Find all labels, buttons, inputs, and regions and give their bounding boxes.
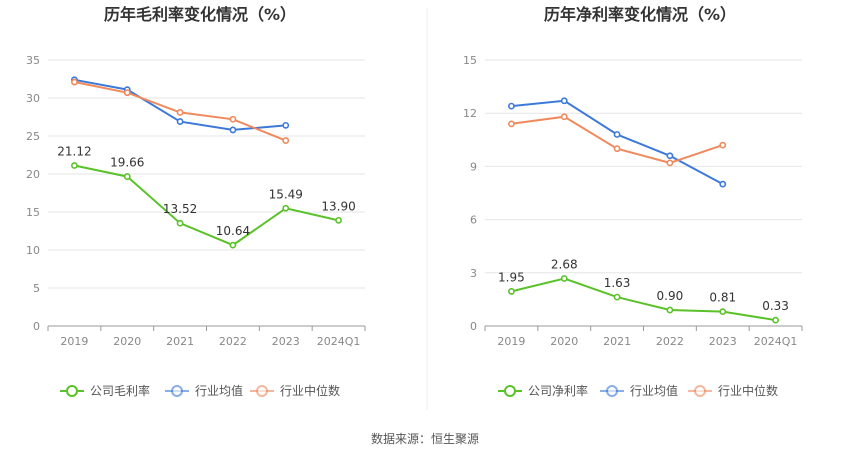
x-tick-label: 2019 [497, 335, 525, 348]
data-point [719, 180, 727, 188]
legend-label: 行业中位数 [718, 383, 778, 398]
x-tick-label: 2019 [60, 335, 88, 348]
data-point [229, 241, 237, 249]
legend-marker [171, 385, 183, 397]
data-point [666, 306, 674, 314]
data-point [176, 118, 184, 125]
data-label: 15.49 [269, 187, 303, 201]
data-label: 19.66 [110, 156, 144, 170]
y-tick-label: 20 [26, 168, 40, 181]
series-line-1 [74, 164, 339, 247]
data-point [560, 275, 568, 282]
y-tick-label: 35 [26, 54, 40, 67]
data-label: 0.90 [657, 289, 684, 303]
y-tick-label: 30 [26, 92, 40, 105]
legend-label: 行业均值 [195, 383, 243, 398]
legend-label: 公司净利率 [528, 383, 588, 398]
legend-item: 公司毛利率 [60, 383, 150, 398]
data-point [282, 121, 290, 129]
data-point [613, 293, 621, 301]
x-tick-label: 2024Q1 [754, 335, 798, 348]
legend-label: 公司毛利率 [90, 383, 150, 398]
y-tick-label: 0 [470, 320, 477, 333]
legend-item: 行业中位数 [688, 383, 778, 398]
x-tick-label: 2021 [603, 335, 631, 348]
chart-title: 历年毛利率变化情况（%） [104, 5, 296, 24]
legend-marker [256, 385, 268, 397]
series-line-3 [511, 115, 724, 164]
y-tick-label: 5 [33, 282, 40, 295]
data-point [229, 115, 237, 123]
data-point [176, 219, 184, 227]
legend-marker [694, 385, 706, 397]
data-point [508, 120, 515, 128]
series-line-1 [511, 277, 776, 322]
data-label: 0.81 [709, 291, 736, 305]
x-tick-label: 2020 [113, 335, 141, 348]
y-tick-label: 3 [470, 267, 477, 280]
y-tick-label: 9 [470, 160, 477, 173]
y-tick-label: 10 [26, 244, 40, 257]
y-tick-label: 12 [463, 107, 477, 120]
x-tick-label: 2022 [219, 335, 247, 348]
data-point [335, 216, 342, 224]
y-tick-label: 25 [26, 130, 40, 143]
data-label: 2.68 [551, 257, 578, 271]
x-tick-label: 2024Q1 [317, 335, 361, 348]
legend-item: 公司净利率 [498, 383, 588, 398]
data-point [282, 204, 290, 212]
data-label: 13.52 [163, 202, 197, 216]
y-tick-label: 0 [33, 320, 40, 333]
x-tick-label: 2021 [166, 335, 194, 348]
data-label: 21.12 [57, 144, 91, 158]
legend-item: 行业均值 [600, 383, 678, 398]
x-tick-label: 2020 [550, 335, 578, 348]
x-tick-label: 2023 [272, 335, 300, 348]
chart-2: 历年净利率变化情况（%） 0 3 6 9 12 15 2019 2020 2021 2022 2023… [463, 5, 803, 398]
legend-marker [504, 385, 516, 397]
data-point [613, 131, 621, 138]
legend-item: 行业均值 [165, 383, 243, 398]
data-label: 10.64 [216, 224, 250, 238]
data-point [282, 137, 290, 144]
legend-marker [66, 385, 78, 397]
data-point [560, 97, 568, 105]
data-point [71, 162, 78, 169]
x-tick-label: 2022 [656, 335, 684, 348]
data-point [772, 316, 779, 324]
legend-item: 行业中位数 [250, 383, 340, 398]
data-point [123, 173, 131, 180]
data-point [508, 102, 515, 110]
legend-marker [606, 385, 618, 397]
data-label: 0.33 [762, 299, 789, 313]
legend-label: 行业中位数 [280, 383, 340, 398]
data-point [613, 145, 621, 153]
data-point [71, 78, 78, 86]
data-point [719, 308, 727, 316]
data-point [123, 89, 131, 97]
y-tick-label: 15 [26, 206, 40, 219]
data-point [508, 288, 515, 295]
chart-1: 历年毛利率变化情况（%） 0 5 10 15 20 25 30 35 2019 2020 2021 20… [26, 5, 366, 398]
y-tick-label: 6 [470, 214, 477, 227]
data-point [666, 159, 674, 167]
data-point [719, 141, 727, 149]
data-source: 数据来源：恒生聚源 [371, 431, 479, 446]
chart-title: 历年净利率变化情况（%） [544, 5, 736, 24]
y-tick-label: 15 [463, 54, 477, 67]
x-tick-label: 2023 [709, 335, 737, 348]
data-label: 1.95 [498, 270, 525, 284]
data-point [176, 109, 184, 116]
data-label: 13.90 [321, 199, 355, 213]
data-label: 1.63 [604, 276, 631, 290]
data-point [560, 113, 568, 121]
data-point [666, 152, 674, 160]
legend-label: 行业均值 [630, 383, 678, 398]
data-point [229, 126, 237, 134]
